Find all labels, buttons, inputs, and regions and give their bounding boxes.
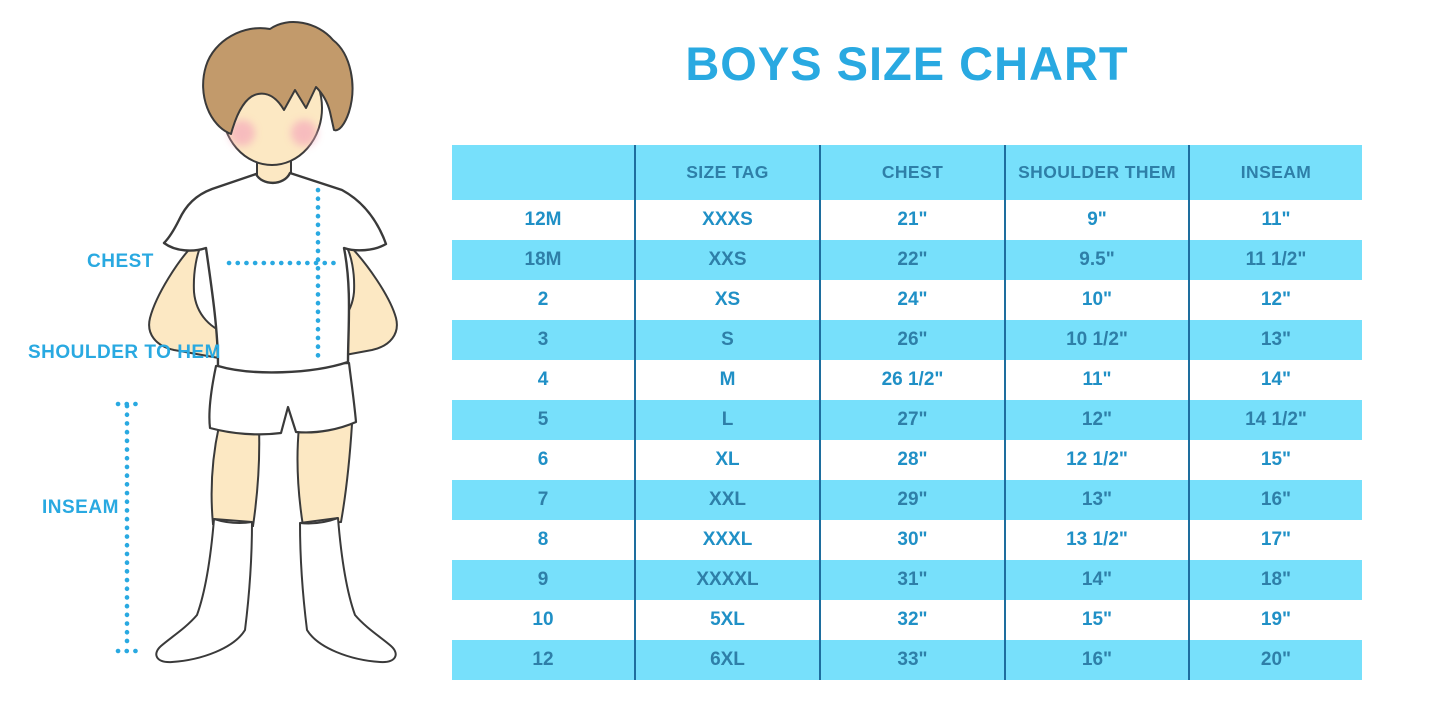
- boy-leg-left: [210, 424, 261, 528]
- size-cell: 18M: [452, 240, 636, 280]
- value-cell: XXXS: [635, 200, 821, 240]
- value-cell: 16": [1189, 480, 1362, 520]
- size-cell: 8: [452, 520, 636, 560]
- header-chest: CHEST: [820, 145, 1006, 200]
- table-row: 3 S 26" 10 1/2" 13": [452, 320, 1362, 360]
- value-cell: XS: [635, 280, 821, 320]
- value-cell: 30": [820, 520, 1006, 560]
- measurement-figure: CHEST SHOULDER TO HEM INSEAM: [0, 0, 450, 723]
- size-cell: 3: [452, 320, 636, 360]
- table-row: 8 XXXL 30" 13 1/2" 17": [452, 520, 1362, 560]
- value-cell: XXXXL: [635, 560, 821, 600]
- table-row: 5 L 27" 12" 14 1/2": [452, 400, 1362, 440]
- sock-cuff-right: [299, 517, 339, 525]
- blush-right: [291, 120, 317, 146]
- value-cell: 24": [820, 280, 1006, 320]
- table-row: 7 XXL 29" 13" 16": [452, 480, 1362, 520]
- table-row: 2 XS 24" 10" 12": [452, 280, 1362, 320]
- value-cell: 11 1/2": [1189, 240, 1362, 280]
- size-cell: 7: [452, 480, 636, 520]
- value-cell: 14 1/2": [1189, 400, 1362, 440]
- value-cell: XXL: [635, 480, 821, 520]
- value-cell: 33": [820, 640, 1006, 680]
- table-row: 6 XL 28" 12 1/2" 15": [452, 440, 1362, 480]
- value-cell: 13": [1189, 320, 1362, 360]
- size-cell: 2: [452, 280, 636, 320]
- boy-sock-right: [299, 517, 397, 664]
- value-cell: 5XL: [635, 600, 821, 640]
- value-cell: M: [635, 360, 821, 400]
- table-row: 9 XXXXL 31" 14" 18": [452, 560, 1362, 600]
- value-cell: 12 1/2": [1005, 440, 1190, 480]
- chest-label: CHEST: [87, 251, 154, 272]
- table-row: 4 M 26 1/2" 11" 14": [452, 360, 1362, 400]
- boy-tshirt: [162, 171, 388, 374]
- value-cell: 11": [1189, 200, 1362, 240]
- value-cell: 27": [820, 400, 1006, 440]
- boy-shorts: [208, 361, 358, 436]
- value-cell: 12": [1005, 400, 1190, 440]
- value-cell: 6XL: [635, 640, 821, 680]
- size-table-body: 12M XXXS 21" 9" 11" 18M XXS 22" 9.5" 11 1/2" 2 XS 24…: [452, 200, 1362, 680]
- shoulder-to-hem-label: SHOULDER TO HEM: [28, 342, 221, 363]
- blush-left: [229, 120, 255, 146]
- header-inseam: INSEAM: [1189, 145, 1362, 200]
- value-cell: XXXL: [635, 520, 821, 560]
- boy-leg-right: [296, 422, 354, 528]
- table-row: 12 6XL 33" 16" 20": [452, 640, 1362, 680]
- size-cell: 9: [452, 560, 636, 600]
- value-cell: 10": [1005, 280, 1190, 320]
- value-cell: 21": [820, 200, 1006, 240]
- sock-cuff-left: [213, 518, 253, 524]
- value-cell: 19": [1189, 600, 1362, 640]
- value-cell: 17": [1189, 520, 1362, 560]
- value-cell: 13": [1005, 480, 1190, 520]
- value-cell: 26": [820, 320, 1006, 360]
- value-cell: 18": [1189, 560, 1362, 600]
- value-cell: 9": [1005, 200, 1190, 240]
- value-cell: 22": [820, 240, 1006, 280]
- size-cell: 5: [452, 400, 636, 440]
- value-cell: XL: [635, 440, 821, 480]
- boy-hair: [202, 21, 354, 135]
- boy-illustration: [115, 21, 398, 664]
- size-cell: 12: [452, 640, 636, 680]
- value-cell: 20": [1189, 640, 1362, 680]
- inseam-label: INSEAM: [42, 497, 119, 518]
- value-cell: 32": [820, 600, 1006, 640]
- size-cell: 10: [452, 600, 636, 640]
- value-cell: 12": [1189, 280, 1362, 320]
- value-cell: 9.5": [1005, 240, 1190, 280]
- value-cell: 14": [1005, 560, 1190, 600]
- size-chart-table: SIZE TAG CHEST SHOULDER THEM INSEAM 12M X…: [452, 145, 1362, 680]
- table-row: 10 5XL 32" 15" 19": [452, 600, 1362, 640]
- table-header-row: SIZE TAG CHEST SHOULDER THEM INSEAM: [452, 145, 1362, 200]
- table-row: 12M XXXS 21" 9" 11": [452, 200, 1362, 240]
- value-cell: L: [635, 400, 821, 440]
- value-cell: 26 1/2": [820, 360, 1006, 400]
- header-size-tag: SIZE TAG: [635, 145, 821, 200]
- boy-sock-left: [155, 518, 253, 664]
- value-cell: 28": [820, 440, 1006, 480]
- header-empty-cell: [452, 145, 636, 200]
- size-cell: 4: [452, 360, 636, 400]
- value-cell: 15": [1005, 600, 1190, 640]
- size-cell: 12M: [452, 200, 636, 240]
- header-shoulder-them: SHOULDER THEM: [1005, 145, 1190, 200]
- value-cell: 10 1/2": [1005, 320, 1190, 360]
- value-cell: 29": [820, 480, 1006, 520]
- value-cell: 16": [1005, 640, 1190, 680]
- value-cell: 13 1/2": [1005, 520, 1190, 560]
- table-row: 18M XXS 22" 9.5" 11 1/2": [452, 240, 1362, 280]
- value-cell: XXS: [635, 240, 821, 280]
- value-cell: 11": [1005, 360, 1190, 400]
- page-title: BOYS SIZE CHART: [685, 37, 1129, 90]
- size-cell: 6: [452, 440, 636, 480]
- value-cell: 15": [1189, 440, 1362, 480]
- value-cell: 31": [820, 560, 1006, 600]
- value-cell: S: [635, 320, 821, 360]
- value-cell: 14": [1189, 360, 1362, 400]
